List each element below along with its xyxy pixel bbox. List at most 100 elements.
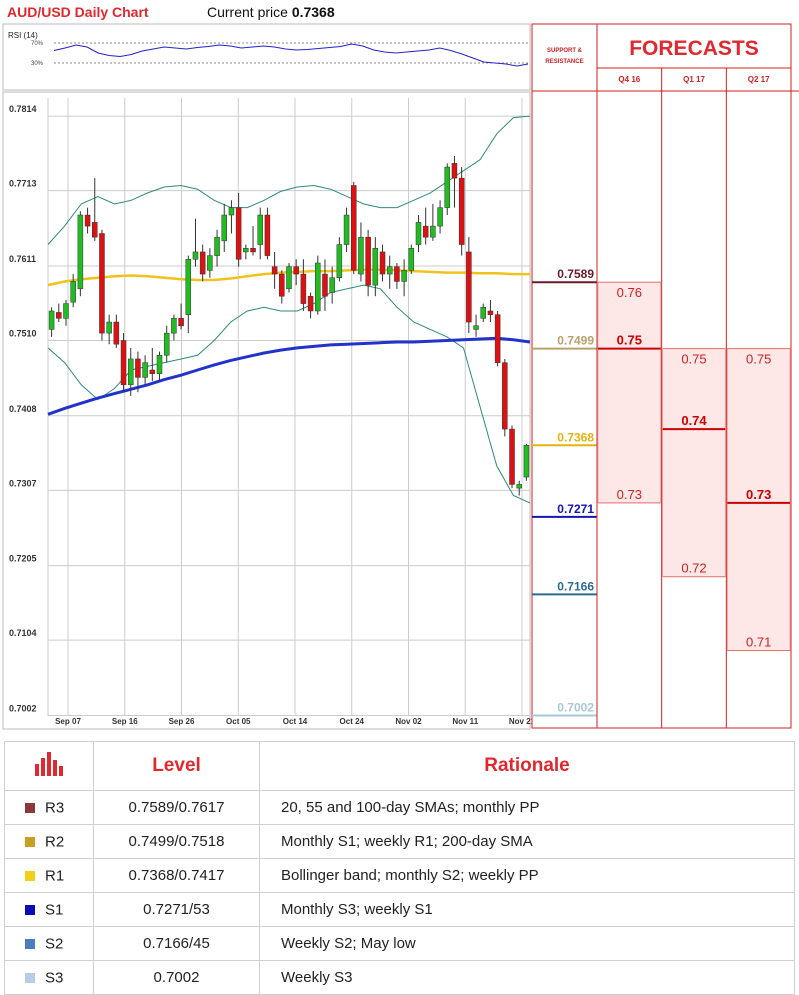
candle-body (451, 163, 458, 179)
level-value: 0.7002 (93, 960, 260, 995)
candle-body (286, 266, 292, 290)
forecast-column-label: Q1 17 (683, 75, 705, 84)
chart-icon-cell (4, 741, 94, 791)
candle-body (343, 214, 350, 245)
rsi-panel (2, 23, 531, 91)
rationale-header: Rationale (259, 741, 795, 791)
candle-body (207, 255, 213, 271)
forecast-mark-label: 0.75 (617, 333, 642, 348)
candle-body (63, 303, 69, 319)
sr-level-label: 0.7368 (557, 430, 594, 444)
candle-body (113, 321, 120, 345)
sr-header-line2: RESISTANCE (545, 59, 583, 65)
candle-body (56, 312, 62, 319)
candle-body (156, 355, 163, 374)
level-color-swatch (25, 972, 35, 983)
candle-body (494, 314, 501, 363)
candle-body (70, 281, 76, 303)
candle-body (386, 266, 393, 275)
rsi-label: RSI (14) (8, 31, 38, 40)
candle-body (264, 214, 271, 256)
candle-body (163, 332, 170, 356)
sr-level-label: 0.7589 (557, 267, 594, 281)
forecast-mark-label: 0.72 (681, 561, 706, 576)
forecast-mark-label: 0.75 (681, 352, 706, 367)
candle-body (120, 340, 127, 386)
y-tick-label: 0.7307 (9, 478, 37, 488)
x-tick-label: Sep 07 (55, 717, 81, 726)
level-rationale: Monthly S1; weekly R1; 200-day SMA (259, 824, 795, 859)
current-price: Current price 0.7368 (207, 4, 335, 20)
x-tick-label: Nov 02 (395, 717, 422, 726)
candle-body (394, 266, 400, 282)
sr-column (531, 23, 598, 729)
level-value: 0.7499/0.7518 (93, 824, 260, 859)
current-price-value: 0.7368 (291, 4, 335, 20)
level-name-cell: R1 (4, 858, 94, 893)
table-row: S2 0.7166/45 Weekly S2; May low (4, 926, 795, 961)
candle-body (192, 251, 199, 260)
candle-body (336, 244, 343, 279)
level-name: S2 (45, 935, 64, 953)
candle-body (523, 445, 530, 478)
level-name-cell: S3 (4, 960, 94, 995)
y-tick-label: 0.7713 (9, 179, 37, 189)
candle-body (307, 295, 314, 312)
candle-body (379, 251, 386, 275)
level-rationale: Monthly S3; weekly S1 (259, 892, 795, 927)
sma-200-line (47, 336, 531, 416)
level-value: 0.7166/45 (93, 926, 260, 961)
candle-body (279, 273, 285, 297)
x-tick-label: Oct 24 (340, 717, 365, 726)
y-tick-label: 0.7002 (9, 703, 37, 713)
level-name: S1 (45, 901, 64, 919)
levels-table-body: R3 0.7589/0.7617 20, 55 and 100-day SMAs; … (4, 790, 795, 995)
candle-body (437, 207, 443, 227)
forecast-mark-label: 0.73 (746, 487, 771, 502)
candle-body (350, 185, 357, 271)
candle-body (149, 369, 156, 374)
level-value: 0.7589/0.7617 (93, 790, 260, 825)
candle-body (401, 270, 407, 282)
price-panel (2, 91, 531, 730)
level-color-swatch (25, 870, 35, 881)
candle-body (221, 214, 228, 242)
y-tick-label: 0.7611 (9, 254, 36, 264)
candle-body (473, 325, 479, 330)
candle-body (329, 277, 335, 293)
level-value: 0.7271/53 (93, 892, 260, 927)
forecast-mark-label: 0.75 (746, 352, 771, 367)
candle-body (322, 273, 328, 297)
level-name-cell: S2 (4, 926, 94, 961)
forecast-column-label: Q2 17 (748, 75, 770, 84)
level-name: R2 (45, 833, 65, 851)
candle-body (178, 318, 184, 326)
candle-body (293, 266, 299, 275)
candle-body (99, 233, 105, 334)
current-price-label: Current price (207, 4, 288, 20)
candle-body (257, 214, 263, 245)
bar-chart-icon (35, 752, 63, 776)
chart-area: 0.7814 0.7713 0.7611 0.7510 0.7408 0.7307 0.72… (2, 23, 799, 730)
y-tick-label: 0.7814 (9, 104, 37, 114)
candle-body (408, 247, 415, 271)
candle-body (84, 214, 91, 227)
sr-level-label: 0.7271 (557, 502, 594, 516)
forecast-column-label: Q4 16 (618, 75, 640, 84)
chart-header: AUD/USD Daily Chart Current price 0.7368 (0, 0, 530, 24)
candle-body (365, 236, 371, 286)
table-row: R1 0.7368/0.7417 Bollinger band; monthly S… (4, 858, 795, 893)
level-header: Level (93, 741, 260, 791)
level-rationale: 20, 55 and 100-day SMAs; monthly PP (259, 790, 795, 825)
level-color-swatch (25, 938, 35, 949)
candle-body (77, 214, 84, 290)
sr-level-label: 0.7166 (557, 579, 594, 593)
sr-level-label: 0.7499 (557, 334, 594, 348)
level-name: S3 (45, 969, 64, 987)
candle-body (185, 259, 192, 315)
candle-body (92, 222, 98, 238)
rsi-70-label: 70% (31, 41, 44, 47)
candle-body (480, 307, 486, 319)
candle-body (135, 358, 141, 378)
candle-body (458, 177, 465, 245)
